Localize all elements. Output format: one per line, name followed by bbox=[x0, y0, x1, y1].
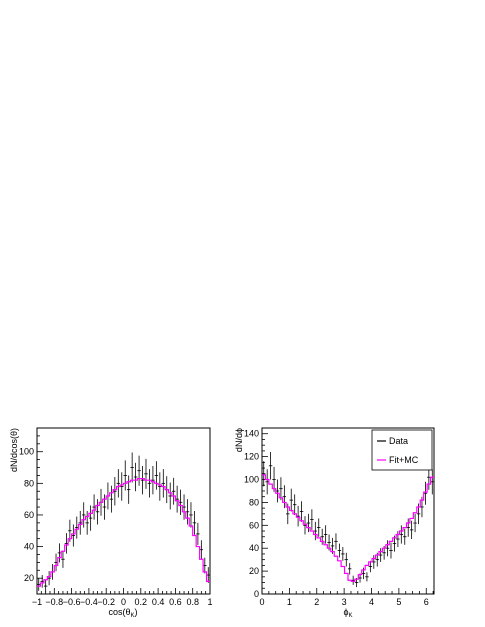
x-tick-label: 4 bbox=[369, 597, 374, 607]
y-tick-label: 40 bbox=[249, 543, 259, 553]
y-axis-label: dN/dϕ bbox=[234, 428, 244, 452]
x-tick-label: 3 bbox=[342, 597, 347, 607]
x-tick-label: −0.4 bbox=[80, 597, 98, 607]
legend-label: Fit+MC bbox=[389, 455, 419, 465]
y-tick-label: 80 bbox=[249, 497, 259, 507]
fit-mc-histogram bbox=[262, 474, 434, 583]
x-tick-label: 2 bbox=[314, 597, 319, 607]
x-tick-label: 0.4 bbox=[152, 597, 165, 607]
y-tick-label: 60 bbox=[24, 510, 34, 520]
x-tick-label: 0.8 bbox=[186, 597, 199, 607]
x-tick-label: 0 bbox=[121, 597, 126, 607]
y-tick-label: 20 bbox=[24, 573, 34, 583]
x-tick-label: 0.2 bbox=[135, 597, 148, 607]
plot-cos-theta: −1 −0.8 −0.6 −0.4 −0.2 0 0.2 0.4 0.6 0.8 1 20 40 60 80… bbox=[9, 427, 213, 619]
fit-mc-histogram bbox=[37, 477, 210, 587]
x-tick-label: −0.8 bbox=[45, 597, 63, 607]
x-axis-label: cos(θK) bbox=[108, 607, 137, 619]
y-tick-label: 80 bbox=[24, 478, 34, 488]
x-tick-label: −0.2 bbox=[97, 597, 115, 607]
x-tick-label: 1 bbox=[287, 597, 292, 607]
x-tick-label: −1 bbox=[32, 597, 42, 607]
x-axis-label: ϕK bbox=[343, 607, 352, 619]
y-tick-label: 100 bbox=[244, 475, 259, 485]
x-tick-label: 0.6 bbox=[169, 597, 182, 607]
y-tick-label: 20 bbox=[249, 566, 259, 576]
y-tick-label: 140 bbox=[244, 429, 259, 439]
x-tick-label: 5 bbox=[396, 597, 401, 607]
y-tick-label: 60 bbox=[249, 520, 259, 530]
y-tick-label: 120 bbox=[244, 452, 259, 462]
y-tick-label: 0 bbox=[254, 589, 259, 599]
y-tick-label: 40 bbox=[24, 542, 34, 552]
x-tick-label: −0.6 bbox=[63, 597, 81, 607]
legend-label: Data bbox=[389, 436, 408, 446]
x-tick-label: 6 bbox=[424, 597, 429, 607]
y-axis-label: dN/dcos(θ) bbox=[9, 428, 19, 472]
y-tick-label: 100 bbox=[19, 447, 34, 457]
legend-box bbox=[371, 429, 433, 471]
x-tick-label: 1 bbox=[207, 597, 212, 607]
x-tick-label: 0 bbox=[259, 597, 264, 607]
plot-frame bbox=[261, 427, 435, 595]
